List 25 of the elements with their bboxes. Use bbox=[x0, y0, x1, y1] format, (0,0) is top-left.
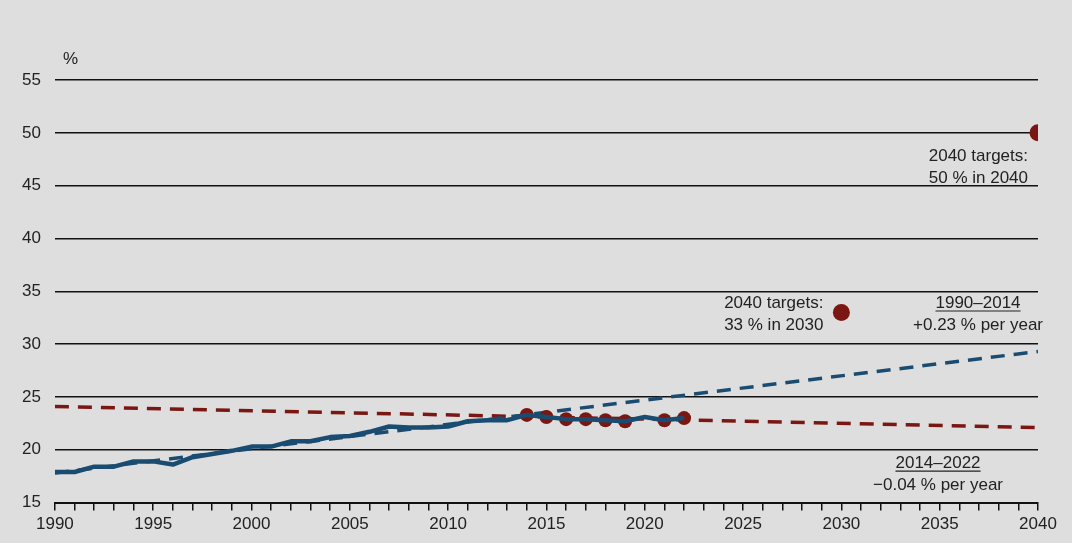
x-tick-label: 2040 bbox=[1019, 514, 1057, 534]
annotation: 2040 targets: 33 % in 2030 bbox=[724, 293, 824, 335]
y-tick-label: 40 bbox=[21, 228, 41, 248]
x-tick-label: 2035 bbox=[920, 514, 959, 534]
annotation: 2040 targets: 50 % in 2040 bbox=[928, 145, 1028, 187]
y-tick-label: 15 bbox=[21, 492, 41, 512]
x-tick-label: 2010 bbox=[429, 514, 468, 534]
x-tick-label: 2000 bbox=[232, 514, 271, 534]
y-tick-label: 50 bbox=[21, 122, 41, 142]
series-label: 1990–2014 +0.23 % per year bbox=[913, 292, 1044, 334]
x-tick-label: 2025 bbox=[724, 514, 762, 534]
y-tick-label: 35 bbox=[21, 280, 41, 300]
y-axis-title: % bbox=[62, 49, 79, 68]
y-tick-label: 20 bbox=[21, 439, 41, 459]
x-tick-label: 2015 bbox=[527, 514, 566, 534]
series-label: 2014–2022 −0.04 % per year bbox=[873, 452, 1004, 494]
y-tick-label: 45 bbox=[21, 175, 41, 195]
x-tick-label: 2005 bbox=[330, 514, 369, 534]
x-tick-label: 2030 bbox=[822, 514, 861, 534]
y-tick-label: 55 bbox=[21, 69, 41, 89]
x-tick-label: 1995 bbox=[134, 514, 173, 534]
x-tick-label: 1990 bbox=[36, 514, 74, 534]
x-tick-label: 2020 bbox=[625, 514, 664, 534]
y-tick-label: 30 bbox=[21, 333, 41, 353]
y-tick-label: 25 bbox=[21, 386, 41, 406]
